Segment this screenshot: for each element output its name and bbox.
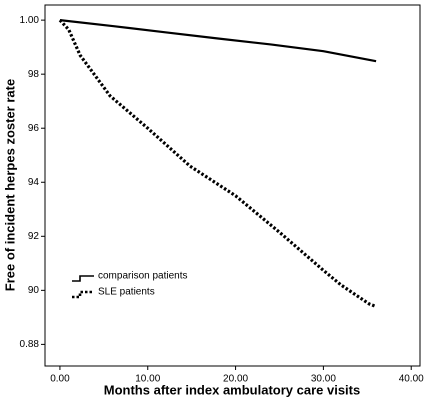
legend-swatch xyxy=(72,290,94,299)
legend-label: comparison patients xyxy=(98,271,188,282)
x-axis-title: Months after index ambulatory care visit… xyxy=(104,382,360,397)
y-tick-label: 0.88 xyxy=(20,339,40,350)
legend-swatch xyxy=(72,275,94,282)
y-tick-label: 96 xyxy=(28,123,40,134)
series-line xyxy=(58,19,377,309)
y-tick-label: 1.00 xyxy=(20,15,40,26)
y-axis-title: Free of incident herpes zoster rate xyxy=(2,79,17,291)
y-tick-label: 98 xyxy=(28,69,40,80)
plot-frame xyxy=(44,4,421,367)
x-tick-label: 10.00 xyxy=(135,374,160,385)
x-tick-label: 20.00 xyxy=(223,374,248,385)
y-tick-label: 94 xyxy=(28,177,40,188)
legend-label: SLE patients xyxy=(98,287,155,298)
x-tick-label: 0.00 xyxy=(50,374,70,385)
x-tick-label: 30.00 xyxy=(311,374,336,385)
y-tick-label: 92 xyxy=(28,231,40,242)
series-line xyxy=(59,19,377,63)
y-tick-label: 90 xyxy=(28,285,40,296)
x-tick-label: 40.00 xyxy=(399,374,424,385)
